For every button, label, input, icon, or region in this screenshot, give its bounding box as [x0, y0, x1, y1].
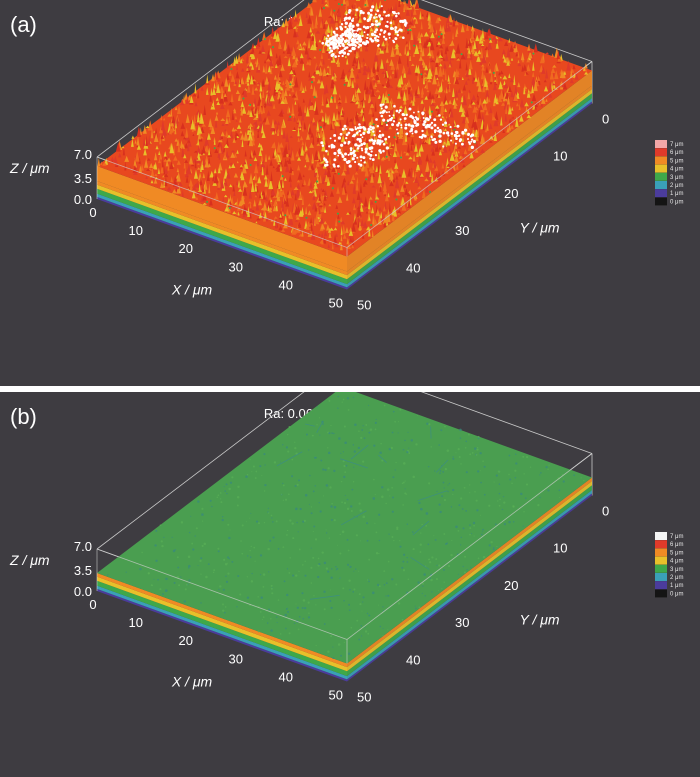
legend-swatch	[655, 189, 667, 198]
legend-swatch	[655, 589, 667, 598]
z-tick-label: 0.0	[74, 584, 92, 599]
z-tick-label: 3.5	[74, 563, 92, 578]
y-tick-label: 0	[602, 504, 609, 519]
legend-label: 7 μm	[670, 142, 683, 148]
legend: 7 μm 6 μm 5 μm 4 μm 3 μm 2 μm 1 μm 0 μm	[655, 140, 683, 206]
z-axis: 0.0 3.5 7.0 Z / μm	[9, 147, 92, 207]
legend-swatch	[655, 172, 667, 181]
x-tick-label: 40	[279, 277, 293, 292]
y-axis: 0 10 20 30 40 50 Y / μm	[357, 112, 609, 313]
y-tick-label: 0	[602, 112, 609, 127]
legend-swatch	[655, 532, 667, 540]
x-tick-label: 0	[89, 597, 96, 612]
legend-swatch	[655, 148, 667, 157]
legend-label: 6 μm	[670, 542, 683, 548]
y-axis: 0 10 20 30 40 50 Y / μm	[357, 504, 609, 705]
panel-label: (a)	[10, 12, 37, 37]
legend-label: 3 μm	[670, 567, 683, 573]
x-tick-label: 50	[329, 688, 343, 703]
panel-a: (a)Ra: 1.042 μm0.03.57.0Z / μm0102030405…	[0, 0, 700, 386]
z-axis-label: Z / μm	[9, 552, 50, 568]
surface	[97, 0, 592, 257]
x-tick-label: 30	[229, 651, 243, 666]
x-tick-label: 20	[179, 633, 193, 648]
legend-swatch	[655, 540, 667, 549]
y-tick-label: 20	[504, 186, 518, 201]
legend-swatch	[655, 573, 667, 581]
panel-b: (b) Ra: 0.061 μm 0.0 3.5 7.0 Z / μm 0 10 20 30 40 5…	[0, 392, 700, 777]
legend: 7 μm 6 μm 5 μm 4 μm 3 μm 2 μm 1 μm 0 μm	[655, 532, 683, 598]
legend-swatch	[655, 156, 667, 165]
y-tick-label: 40	[406, 260, 420, 275]
legend-label: 1 μm	[670, 583, 683, 589]
x-axis: 0 10 20 30 40 50 X / μm	[89, 597, 343, 703]
legend-label: 4 μm	[670, 167, 683, 173]
legend-swatch	[655, 581, 667, 590]
x-tick-label: 0	[89, 205, 96, 220]
z-axis-label: Z / μm	[9, 160, 50, 176]
y-tick-label: 20	[504, 578, 518, 593]
legend-label: 2 μm	[670, 575, 683, 581]
front-right-face	[347, 70, 592, 290]
panel-label: (b)	[10, 404, 37, 429]
legend-label: 5 μm	[670, 158, 683, 164]
y-tick-label: 10	[553, 541, 567, 556]
y-tick-label: 30	[455, 615, 469, 630]
peak-region	[320, 5, 476, 168]
x-tick-label: 50	[329, 296, 343, 311]
chart-a: (a)Ra: 1.042 μm0.03.57.0Z / μm0102030405…	[9, 0, 683, 313]
legend-label: 3 μm	[670, 175, 683, 181]
front-right-face	[347, 477, 592, 682]
legend-label: 5 μm	[670, 550, 683, 556]
y-axis-label: Y / μm	[520, 612, 560, 628]
legend-swatch	[655, 548, 667, 557]
chart-b: (b) Ra: 0.061 μm0.03.57.0Z / μm0102030405…	[9, 392, 683, 705]
x-axis-label: X / μm	[171, 673, 213, 689]
legend-swatch	[655, 140, 667, 148]
front-box-lines	[96, 61, 593, 257]
x-tick-label: 40	[279, 669, 293, 684]
surface	[97, 392, 592, 664]
z-tick-label: 7.0	[74, 539, 92, 554]
legend-swatch	[655, 181, 667, 189]
z-tick-label: 0.0	[74, 192, 92, 207]
front-box-lines	[96, 453, 593, 664]
y-tick-label: 40	[406, 652, 420, 667]
y-tick-label: 50	[357, 690, 371, 705]
z-tick-label: 3.5	[74, 171, 92, 186]
y-tick-label: 50	[357, 298, 371, 313]
y-tick-label: 30	[455, 223, 469, 238]
x-tick-label: 10	[129, 223, 143, 238]
front-left-face	[97, 166, 347, 290]
y-axis-label: Y / μm	[520, 220, 560, 236]
x-tick-label: 20	[179, 241, 193, 256]
legend-label: 0 μm	[670, 199, 683, 205]
legend-swatch	[655, 564, 667, 573]
y-tick-label: 10	[553, 149, 567, 164]
legend-label: 6 μm	[670, 150, 683, 156]
x-tick-label: 30	[229, 259, 243, 274]
legend-label: 7 μm	[670, 534, 683, 540]
x-axis-label: X / μm	[171, 281, 213, 297]
legend-swatch	[655, 197, 667, 206]
z-tick-label: 7.0	[74, 147, 92, 162]
legend-label: 1 μm	[670, 191, 683, 197]
z-axis: 0.0 3.5 7.0 Z / μm	[9, 539, 92, 599]
x-axis: 0 10 20 30 40 50 X / μm	[89, 205, 343, 311]
legend-label: 0 μm	[670, 591, 683, 597]
legend-label: 4 μm	[670, 559, 683, 565]
legend-swatch	[655, 556, 667, 565]
legend-label: 2 μm	[670, 183, 683, 189]
front-left-face	[97, 573, 347, 682]
legend-swatch	[655, 164, 667, 173]
x-tick-label: 10	[129, 615, 143, 630]
